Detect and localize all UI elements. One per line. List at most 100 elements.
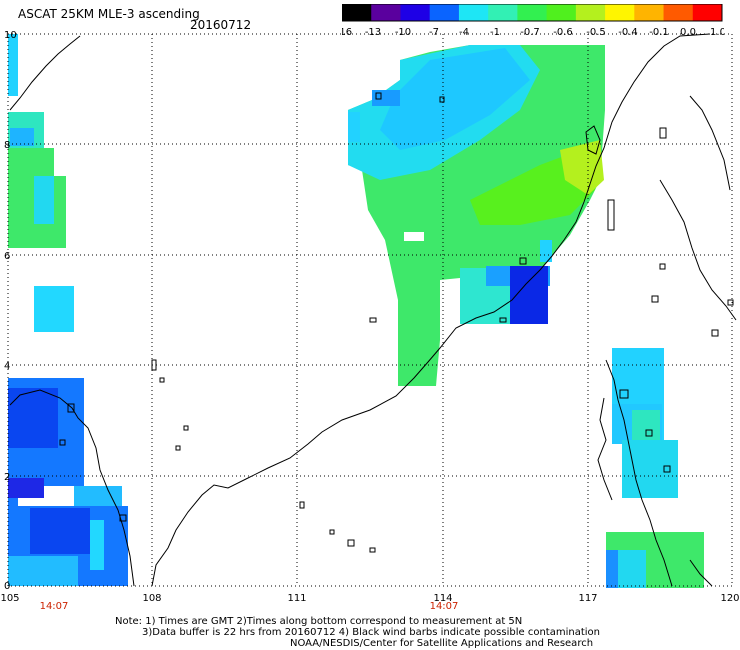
swath-cell-block bbox=[510, 266, 548, 324]
wind-swath-main bbox=[348, 45, 605, 386]
island-shape bbox=[727, 299, 734, 306]
map-frame bbox=[7, 33, 733, 587]
swath-cell-block bbox=[470, 150, 600, 225]
swath-cell-block bbox=[8, 112, 44, 150]
island-shape bbox=[299, 501, 305, 509]
colorbar-swatch bbox=[429, 4, 460, 21]
footnote-line-1: Note: 1) Times are GMT 2)Times along bot… bbox=[115, 616, 523, 627]
colorbar-swatch bbox=[400, 4, 431, 21]
lon-label: 114 bbox=[433, 593, 452, 604]
colorbar-labels: -16 -13 -10 -7 -4 -1 -0.7 -0.6 -0.5 -0.4… bbox=[342, 27, 724, 38]
swath-cell-block bbox=[612, 404, 662, 444]
colorbar: -16 -13 -10 -7 -4 -1 -0.7 -0.6 -0.5 -0.4… bbox=[342, 4, 724, 38]
lat-label: 8 bbox=[4, 140, 10, 151]
colorbar-swatch bbox=[692, 4, 723, 21]
island-shape bbox=[659, 263, 666, 270]
lon-label: 111 bbox=[287, 593, 306, 604]
island-shape bbox=[59, 439, 66, 446]
island-shape bbox=[711, 329, 719, 337]
island-shape bbox=[119, 514, 127, 522]
swath-cell-block bbox=[606, 550, 618, 588]
wind-swath-southwest bbox=[8, 378, 128, 586]
swath-cell-block bbox=[30, 508, 90, 554]
swath-cell-block bbox=[8, 478, 44, 498]
swath-cell-block bbox=[560, 140, 604, 195]
swath-cell-block bbox=[8, 34, 18, 96]
island-shape bbox=[67, 403, 75, 413]
island-shape bbox=[607, 199, 615, 231]
lat-label: 0 bbox=[4, 581, 10, 592]
colorbar-label: -0.6 bbox=[553, 27, 573, 38]
coastline-borneo-north bbox=[151, 33, 711, 587]
swath-cell-block bbox=[90, 520, 104, 570]
lon-label: 105 bbox=[0, 593, 19, 604]
island-shape bbox=[175, 445, 181, 451]
colorbar-swatch bbox=[634, 4, 665, 21]
time-label: 14:07 bbox=[40, 601, 69, 612]
island-shape bbox=[369, 317, 377, 323]
swath-cell-block bbox=[404, 232, 424, 241]
coastline-palawan bbox=[689, 95, 731, 191]
colorbar-label: 1.0 bbox=[710, 27, 724, 38]
lat-label: 4 bbox=[4, 361, 10, 372]
colorbar-swatch bbox=[575, 4, 606, 21]
colorbar-label: -4 bbox=[459, 27, 469, 38]
island-shape bbox=[159, 377, 165, 383]
longitude-labels: 105 108 111 114 117 120 bbox=[0, 593, 739, 604]
lon-label: 117 bbox=[578, 593, 597, 604]
footnote-line-3: NOAA/NESDIS/Center for Satellite Applica… bbox=[290, 638, 594, 649]
colorbar-swatch bbox=[663, 4, 694, 21]
coastlines bbox=[9, 33, 737, 587]
swath-cell-block bbox=[8, 176, 66, 248]
lon-label: 120 bbox=[720, 593, 739, 604]
swath-cell-block bbox=[372, 90, 400, 106]
swath-cell-block bbox=[348, 45, 605, 386]
colorbar-label: 0.0 bbox=[680, 27, 696, 38]
colorbar-swatch bbox=[458, 4, 489, 21]
lon-label: 108 bbox=[142, 593, 161, 604]
colorbar-swatch bbox=[546, 4, 577, 21]
island-shape bbox=[519, 257, 527, 265]
time-label: 14:07 bbox=[430, 601, 459, 612]
coastline-eastern-isles bbox=[689, 559, 713, 587]
colorbar-swatches bbox=[342, 4, 723, 21]
colorbar-swatch bbox=[371, 4, 401, 21]
lat-lon-grid bbox=[8, 34, 732, 586]
product-title: ASCAT 25KM MLE-3 ascending bbox=[18, 7, 200, 21]
swath-cell-block bbox=[74, 486, 122, 586]
island-shape bbox=[651, 295, 659, 303]
island-shape bbox=[375, 92, 382, 100]
island-outlines bbox=[59, 92, 734, 553]
colorbar-label: -1 bbox=[490, 27, 500, 38]
island-shape bbox=[499, 317, 507, 323]
swath-cell-block bbox=[8, 506, 128, 586]
wind-swath-east bbox=[606, 348, 704, 588]
lat-label: 2 bbox=[4, 472, 10, 483]
swath-cell-block bbox=[486, 266, 550, 286]
colorbar-label: -0.1 bbox=[649, 27, 669, 38]
colorbar-label: -0.4 bbox=[618, 27, 638, 38]
coastline-borneo-north bbox=[585, 125, 601, 155]
swath-cell-block bbox=[8, 498, 18, 524]
colorbar-swatch bbox=[342, 4, 372, 21]
swath-cell-block bbox=[34, 176, 54, 224]
colorbar-swatch bbox=[605, 4, 635, 21]
swath-cell-block bbox=[606, 550, 646, 588]
island-shape bbox=[329, 529, 335, 535]
island-shape bbox=[151, 359, 157, 371]
swath-cell-block bbox=[34, 286, 74, 332]
product-date: 20160712 bbox=[190, 18, 252, 32]
latitude-labels: 10 8 6 4 2 0 bbox=[4, 30, 17, 592]
coastline-malay-peninsula bbox=[9, 35, 81, 111]
swath-cell-block bbox=[606, 532, 704, 588]
swath-cell-block bbox=[632, 410, 660, 440]
footnote-line-2: 3)Data buffer is 22 hrs from 20160712 4)… bbox=[142, 627, 600, 638]
island-shape bbox=[663, 465, 671, 473]
swath-cell-block bbox=[8, 378, 84, 486]
wind-swath-west bbox=[8, 34, 74, 332]
island-shape bbox=[183, 425, 189, 431]
colorbar-label: -0.7 bbox=[520, 27, 540, 38]
colorbar-label: -0.5 bbox=[586, 27, 606, 38]
swath-cell-block bbox=[348, 112, 360, 142]
